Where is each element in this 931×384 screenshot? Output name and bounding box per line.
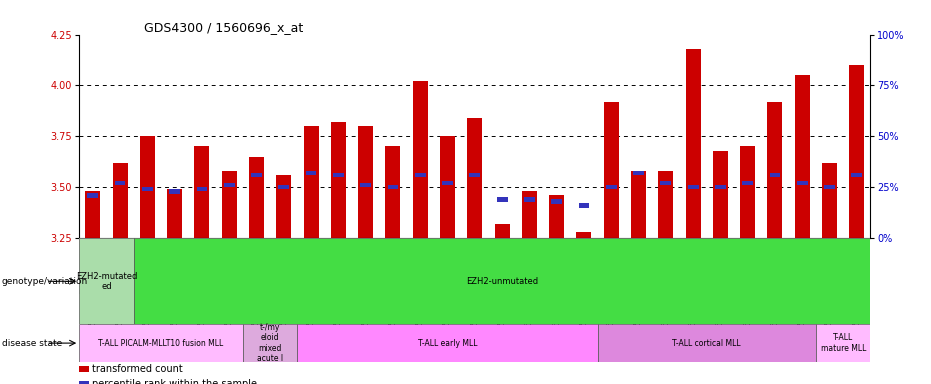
Bar bbox=[469, 173, 480, 177]
Bar bbox=[715, 185, 726, 189]
Bar bbox=[331, 122, 346, 238]
Bar bbox=[824, 185, 835, 189]
Bar bbox=[658, 171, 673, 238]
Text: T-ALL
mature MLL: T-ALL mature MLL bbox=[820, 333, 866, 353]
Bar bbox=[169, 189, 180, 194]
Bar bbox=[243, 324, 297, 362]
Bar bbox=[742, 181, 753, 185]
Bar bbox=[168, 189, 182, 238]
Bar bbox=[633, 171, 644, 175]
Bar bbox=[415, 173, 425, 177]
Bar bbox=[576, 232, 591, 238]
Text: EZH2-mutated
ed: EZH2-mutated ed bbox=[75, 271, 137, 291]
Bar bbox=[685, 49, 701, 238]
Bar bbox=[549, 195, 564, 238]
Bar bbox=[713, 151, 728, 238]
Bar bbox=[222, 171, 236, 238]
Bar bbox=[849, 65, 864, 238]
Bar bbox=[816, 324, 870, 362]
Bar bbox=[115, 181, 126, 185]
Text: genotype/variation: genotype/variation bbox=[2, 277, 88, 286]
Bar bbox=[631, 171, 646, 238]
Bar bbox=[86, 191, 101, 238]
Bar bbox=[297, 324, 598, 362]
Bar bbox=[195, 147, 209, 238]
Text: T-ALL early MLL: T-ALL early MLL bbox=[418, 339, 478, 348]
Bar bbox=[522, 191, 537, 238]
Bar bbox=[770, 173, 780, 177]
Bar bbox=[797, 181, 808, 185]
Bar bbox=[795, 75, 810, 238]
Bar bbox=[660, 181, 671, 185]
Text: GDS4300 / 1560696_x_at: GDS4300 / 1560696_x_at bbox=[144, 21, 304, 34]
Bar bbox=[333, 173, 344, 177]
Bar bbox=[598, 324, 816, 362]
Bar bbox=[223, 183, 235, 187]
Bar bbox=[358, 126, 373, 238]
Text: T-ALL cortical MLL: T-ALL cortical MLL bbox=[672, 339, 741, 348]
Bar bbox=[440, 136, 455, 238]
Bar bbox=[442, 181, 452, 185]
Text: t-/my
eloid
mixed
acute l: t-/my eloid mixed acute l bbox=[257, 323, 283, 363]
Bar bbox=[140, 136, 155, 238]
Bar bbox=[278, 185, 290, 189]
Bar bbox=[822, 163, 837, 238]
Text: EZH2-unmutated: EZH2-unmutated bbox=[466, 277, 538, 286]
Text: transformed count: transformed count bbox=[92, 364, 182, 374]
Bar bbox=[79, 238, 134, 324]
Bar bbox=[385, 147, 400, 238]
Bar bbox=[688, 185, 698, 189]
Bar bbox=[603, 102, 619, 238]
Bar bbox=[551, 199, 562, 204]
Bar bbox=[142, 187, 153, 192]
Bar bbox=[88, 193, 98, 198]
Bar bbox=[196, 187, 208, 192]
Bar bbox=[277, 175, 291, 238]
Bar bbox=[387, 185, 398, 189]
Text: disease state: disease state bbox=[2, 339, 62, 348]
Bar bbox=[249, 157, 264, 238]
Bar bbox=[79, 324, 243, 362]
Bar bbox=[767, 102, 782, 238]
Text: percentile rank within the sample: percentile rank within the sample bbox=[92, 379, 257, 384]
Bar bbox=[740, 147, 755, 238]
Bar bbox=[467, 118, 482, 238]
Bar bbox=[852, 173, 862, 177]
Bar bbox=[524, 197, 534, 202]
Bar bbox=[412, 81, 427, 238]
Bar bbox=[606, 185, 616, 189]
Bar bbox=[578, 203, 589, 208]
Bar bbox=[304, 126, 318, 238]
Bar bbox=[113, 163, 128, 238]
Bar bbox=[360, 183, 371, 187]
Bar bbox=[494, 224, 509, 238]
Bar bbox=[305, 171, 317, 175]
Bar bbox=[497, 197, 507, 202]
Bar bbox=[251, 173, 262, 177]
Text: T-ALL PICALM-MLLT10 fusion MLL: T-ALL PICALM-MLLT10 fusion MLL bbox=[99, 339, 223, 348]
